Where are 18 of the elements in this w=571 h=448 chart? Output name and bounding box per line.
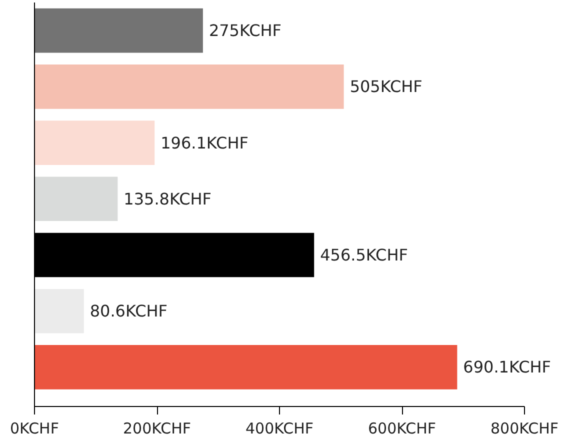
- bar: [34, 8, 203, 53]
- x-tick-label: 400KCHF: [245, 420, 314, 438]
- x-tick-label: 200KCHF: [122, 420, 192, 438]
- x-tick-label: 600KCHF: [368, 420, 436, 438]
- data-label: 196.1KCHF: [160, 133, 248, 152]
- x-tick-label: 800KCHF: [490, 420, 559, 438]
- bar: [34, 176, 118, 222]
- data-label: 135.8KCHF: [124, 189, 212, 208]
- data-label: 505KCHF: [350, 77, 422, 96]
- bar: [34, 288, 84, 334]
- data-label: 275KCHF: [208, 21, 282, 40]
- bar: [34, 64, 344, 109]
- x-tick-label: 0KCHF: [10, 420, 59, 438]
- data-label: 690.1KCHF: [463, 358, 552, 377]
- data-label: 80.6KCHF: [90, 302, 168, 321]
- bar: [34, 345, 458, 390]
- data-label: 456.5KCHF: [320, 246, 408, 264]
- bar: [34, 120, 155, 165]
